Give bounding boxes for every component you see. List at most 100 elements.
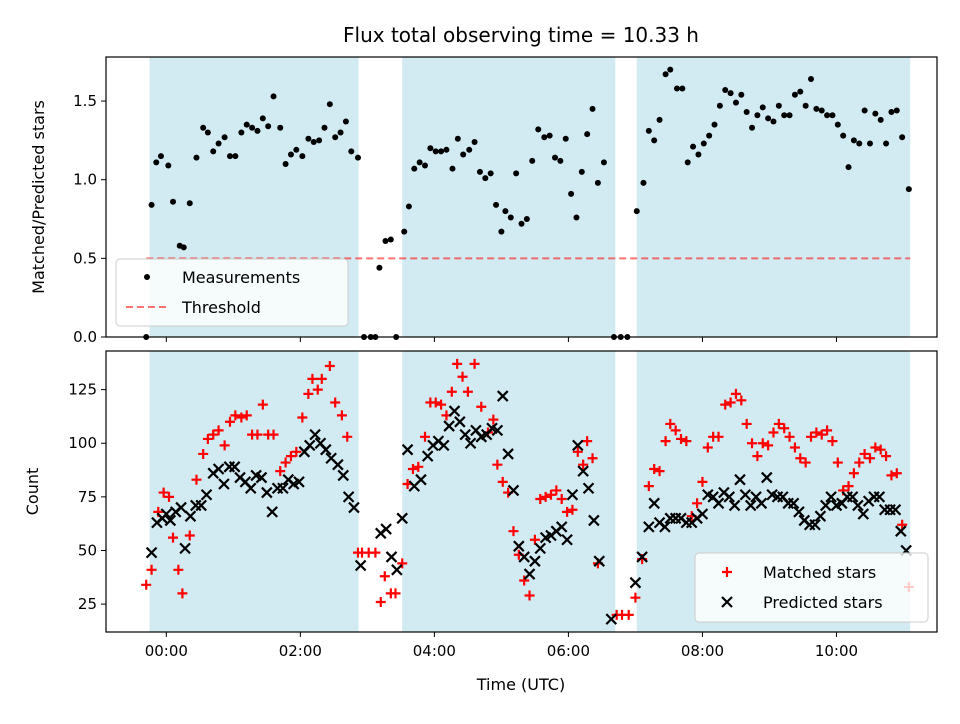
matched-star-point	[736, 395, 747, 406]
measurement-point	[204, 129, 211, 136]
measurement-point	[732, 99, 739, 106]
measurement-point	[791, 91, 798, 98]
measurement-point	[589, 105, 596, 112]
matched-star-point	[436, 399, 447, 410]
measurement-point	[749, 124, 756, 131]
measurement-point	[348, 148, 355, 155]
measurement-point	[523, 216, 530, 223]
matched-star-point	[697, 476, 708, 487]
measurement-point	[808, 76, 815, 83]
measurement-point	[888, 109, 895, 116]
plot-frame	[105, 56, 938, 338]
x-tick-label: 00:00	[145, 642, 188, 660]
matched-star-point	[587, 453, 598, 464]
predicted-star-point	[309, 428, 321, 441]
matched-star-point	[524, 590, 535, 601]
matched-star-point	[875, 444, 886, 455]
predicted-star-point	[200, 488, 213, 501]
matched-star-point	[141, 579, 152, 590]
y-tick-label: 100	[68, 434, 97, 452]
predicted-star-point	[320, 443, 332, 456]
predicted-star-point	[659, 521, 671, 533]
measurement-point	[578, 168, 585, 175]
measurement-point	[265, 123, 272, 130]
matched-star-point	[168, 532, 179, 543]
measurement-point	[454, 135, 461, 142]
matched-star-point	[488, 414, 499, 425]
matched-star-point	[886, 470, 897, 481]
measurement-point	[845, 164, 852, 171]
predicted-star-point	[744, 499, 757, 512]
predicted-star-point	[582, 482, 595, 495]
predicted-star-point	[605, 613, 618, 625]
measurement-point	[416, 159, 423, 166]
matched-star-point	[692, 498, 703, 509]
predicted-star-point	[195, 499, 207, 512]
measurement-point	[673, 85, 680, 92]
measurement-point	[872, 110, 879, 117]
measurement-point	[193, 154, 200, 161]
matched-star-point	[784, 431, 795, 442]
measurement-point	[786, 112, 793, 119]
predicted-star-point	[160, 508, 173, 520]
predicted-star-point	[814, 510, 827, 522]
predicted-star-point	[566, 488, 579, 501]
measurement-point	[210, 148, 217, 155]
measurement-point	[432, 148, 439, 155]
measurement-point	[493, 201, 500, 208]
measurement-point	[573, 214, 580, 221]
measurement-point	[802, 102, 809, 109]
predicted-star-point	[303, 439, 316, 452]
y-tick-label: 75	[78, 488, 97, 506]
matched-star-point	[375, 596, 386, 607]
measurement-point	[695, 151, 702, 158]
matched-star-point	[545, 489, 556, 500]
measurement-point	[165, 162, 172, 169]
predicted-star-point	[857, 508, 870, 520]
measurement-point	[690, 143, 697, 150]
measurement-point	[157, 153, 164, 160]
measurement-point	[765, 115, 772, 122]
measurement-point	[662, 71, 669, 78]
measurement-point	[883, 140, 890, 147]
predicted-star-point	[437, 439, 450, 452]
predicted-star-point	[342, 491, 355, 503]
measurement-point	[376, 264, 383, 271]
matched-star-point	[224, 416, 235, 427]
matched-star-point	[795, 453, 806, 464]
measurement-point	[893, 107, 900, 114]
legend-label-threshold: Threshold	[181, 298, 261, 317]
measurement-point	[254, 127, 261, 134]
legend-marker-predicted	[721, 596, 733, 608]
measurement-point	[482, 175, 489, 182]
predicted-star-point	[555, 521, 568, 533]
matched-star-point	[312, 384, 323, 395]
matched-star-point	[670, 425, 681, 436]
y-axis-label: Count	[23, 468, 42, 516]
measurement-point	[562, 135, 569, 142]
measurement-point	[679, 85, 686, 92]
predicted-star-point	[277, 482, 289, 495]
matched-star-point	[208, 429, 219, 440]
plot-frame	[105, 350, 938, 633]
measurement-point	[743, 109, 750, 116]
matched-star-point	[540, 491, 551, 502]
x-axis-label: Time (UTC)	[476, 675, 565, 694]
matched-star-point	[213, 425, 224, 436]
matched-star-point	[173, 564, 184, 575]
matched-star-point	[773, 418, 784, 429]
predicted-star-point	[443, 420, 455, 432]
measurement-point	[170, 198, 177, 205]
matched-star-point	[316, 373, 327, 384]
matched-star-point	[457, 371, 468, 382]
measurement-point	[277, 124, 284, 131]
measurement-point	[813, 105, 820, 112]
measurement-point	[840, 132, 847, 139]
y-tick-label: 125	[68, 381, 97, 399]
matched-star-point	[291, 446, 302, 457]
predicted-star-point	[244, 482, 257, 495]
matched-star-point	[864, 453, 875, 464]
matched-star-point	[191, 474, 202, 485]
observing-window	[402, 57, 616, 337]
